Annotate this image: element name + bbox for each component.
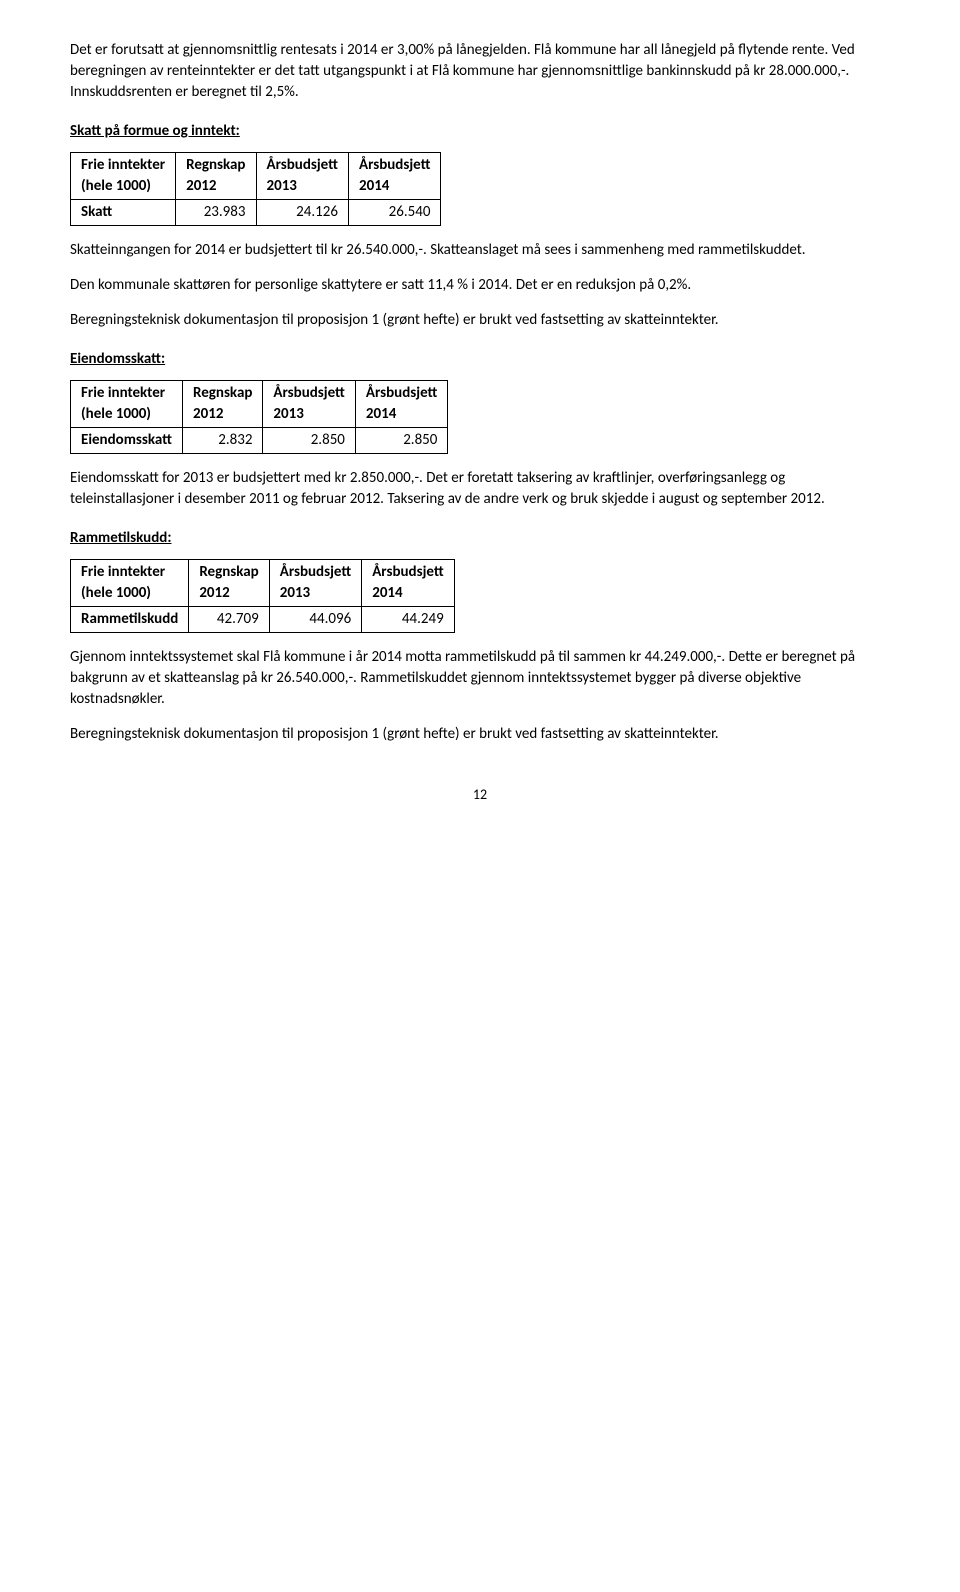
table-header-row: Frie inntekter(hele 1000) Regnskap2012 Å…	[71, 560, 455, 607]
col-header: Årsbudsjett2014	[362, 560, 454, 607]
cell-value: 42.709	[189, 607, 269, 633]
col-header: Frie inntekter(hele 1000)	[71, 560, 189, 607]
col-header: Årsbudsjett2013	[263, 381, 355, 428]
body-paragraph: Beregningsteknisk dokumentasjon til prop…	[70, 724, 890, 745]
cell-value: 2.850	[355, 428, 447, 454]
table-header-row: Frie inntekter(hele 1000) Regnskap2012 Å…	[71, 153, 441, 200]
row-label: Eiendomsskatt	[71, 428, 183, 454]
body-paragraph: Beregningsteknisk dokumentasjon til prop…	[70, 310, 890, 331]
col-header: Regnskap2012	[189, 560, 269, 607]
table-rammetilskudd: Frie inntekter(hele 1000) Regnskap2012 Å…	[70, 559, 455, 633]
body-paragraph: Eiendomsskatt for 2013 er budsjettert me…	[70, 468, 890, 510]
col-header: Årsbudsjett2014	[348, 153, 440, 200]
page-number: 12	[70, 785, 890, 805]
col-header: Årsbudsjett2013	[256, 153, 348, 200]
table-row: Eiendomsskatt 2.832 2.850 2.850	[71, 428, 448, 454]
col-header: Frie inntekter(hele 1000)	[71, 153, 176, 200]
cell-value: 24.126	[256, 200, 348, 226]
cell-value: 44.096	[269, 607, 361, 633]
table-skatt: Frie inntekter(hele 1000) Regnskap2012 Å…	[70, 152, 441, 226]
col-header: Frie inntekter(hele 1000)	[71, 381, 183, 428]
section-heading-eiendomsskatt: Eiendomsskatt:	[70, 349, 890, 370]
row-label: Skatt	[71, 200, 176, 226]
row-label: Rammetilskudd	[71, 607, 189, 633]
body-paragraph: Den kommunale skattøren for personlige s…	[70, 275, 890, 296]
section-heading-rammetilskudd: Rammetilskudd:	[70, 528, 890, 549]
cell-value: 2.850	[263, 428, 355, 454]
table-row: Skatt 23.983 24.126 26.540	[71, 200, 441, 226]
cell-value: 44.249	[362, 607, 454, 633]
cell-value: 26.540	[348, 200, 440, 226]
body-paragraph: Skatteinngangen for 2014 er budsjettert …	[70, 240, 890, 261]
table-row: Rammetilskudd 42.709 44.096 44.249	[71, 607, 455, 633]
table-header-row: Frie inntekter(hele 1000) Regnskap2012 Å…	[71, 381, 448, 428]
cell-value: 23.983	[176, 200, 256, 226]
col-header: Årsbudsjett2013	[269, 560, 361, 607]
cell-value: 2.832	[183, 428, 263, 454]
intro-paragraph: Det er forutsatt at gjennomsnittlig rent…	[70, 40, 890, 103]
col-header: Regnskap2012	[183, 381, 263, 428]
body-paragraph: Gjennom inntektssystemet skal Flå kommun…	[70, 647, 890, 710]
col-header: Regnskap2012	[176, 153, 256, 200]
section-heading-skatt: Skatt på formue og inntekt:	[70, 121, 890, 142]
table-eiendomsskatt: Frie inntekter(hele 1000) Regnskap2012 Å…	[70, 380, 448, 454]
col-header: Årsbudsjett2014	[355, 381, 447, 428]
